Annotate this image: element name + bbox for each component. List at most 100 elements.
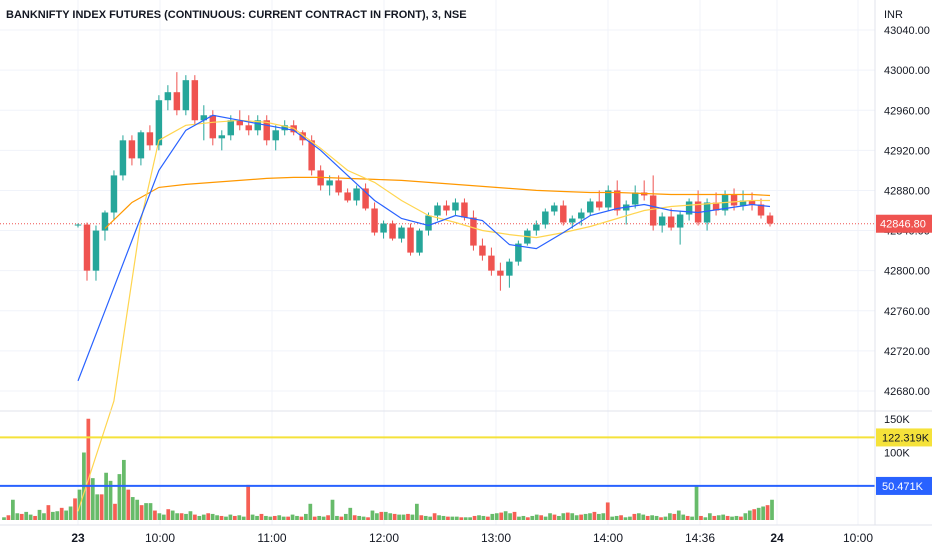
volume-bar [410, 514, 415, 520]
volume-bar [747, 510, 752, 520]
volume-bar [126, 489, 131, 520]
volume-bar [6, 515, 11, 520]
volume-bar [366, 517, 370, 520]
volume-bar [379, 511, 384, 520]
volume-bar [219, 515, 224, 520]
candle-body [712, 202, 720, 211]
volume-level-tag [876, 476, 932, 495]
volume-bar [295, 515, 299, 520]
candle-body [344, 192, 351, 201]
candle-body [110, 175, 118, 213]
candle-body [74, 224, 82, 226]
volume-bar [645, 515, 650, 520]
volume-bar [712, 515, 717, 520]
volume-bar [335, 515, 339, 520]
volume-bar [592, 511, 597, 520]
volume-bar [521, 515, 526, 520]
volume-bar [286, 516, 290, 520]
volume-bar [326, 515, 330, 520]
volume-bar [113, 503, 117, 520]
volume-bar [281, 516, 286, 520]
candle-body [218, 135, 226, 139]
volume-bar [548, 513, 552, 520]
volume-bar [472, 515, 477, 520]
candle-body [488, 255, 495, 271]
candle-body [182, 80, 190, 111]
volume-bar [348, 507, 353, 520]
volume-bar [290, 514, 295, 520]
candle-body [371, 208, 378, 233]
candle-body [631, 192, 639, 205]
candle-body [101, 212, 109, 231]
volume-bar [543, 516, 548, 520]
candle-body [200, 115, 208, 121]
candle-body [497, 270, 504, 276]
volume-bar [299, 516, 304, 520]
volume-bar [477, 515, 481, 520]
candle-body [766, 215, 774, 224]
candle-body [254, 120, 261, 131]
volume-bar [255, 515, 259, 520]
volume-bar [135, 499, 140, 520]
candle-body [703, 202, 711, 223]
volume-bar [707, 513, 712, 520]
candle-body [380, 223, 387, 233]
candle-body [470, 217, 477, 246]
candle-body [596, 201, 603, 208]
volume-bar [224, 516, 228, 520]
volume-bar [525, 517, 530, 520]
volume-bar [361, 516, 366, 520]
volume-bar [605, 502, 610, 520]
volume-bar [264, 515, 268, 520]
candle-body [245, 125, 252, 131]
volume-bar [494, 513, 499, 520]
ma-slow-line [104, 176, 771, 229]
volume-bar [663, 516, 668, 520]
volume-bar [601, 513, 606, 520]
volume-bar [121, 459, 126, 520]
volume-bar [619, 515, 623, 520]
candle-body [551, 205, 558, 212]
volume-bar [206, 513, 211, 520]
volume-bar [161, 514, 166, 520]
volume-bar [481, 515, 486, 520]
volume-bar [237, 515, 242, 520]
volume-bar [508, 513, 512, 520]
volume-bar [59, 507, 64, 520]
price-tick-label: 42960.00 [884, 105, 930, 117]
candle-body [658, 216, 666, 226]
volume-bar [130, 497, 135, 520]
volume-bar [317, 515, 322, 520]
volume-bar [694, 486, 699, 520]
candle-body [613, 190, 621, 211]
volume-bar [304, 513, 308, 520]
volume-bar [383, 511, 388, 520]
volume-bar [636, 513, 641, 520]
candle-body [191, 80, 199, 121]
candle-body [263, 120, 270, 141]
volume-bar [423, 515, 428, 520]
candle-body [119, 140, 127, 176]
volume-bar [19, 513, 24, 520]
volume-bar [765, 505, 770, 520]
volume-bar [357, 515, 362, 520]
volume-bar [37, 509, 42, 520]
candles [74, 72, 774, 291]
volume-bar [401, 514, 406, 520]
candle-body [164, 92, 172, 101]
candle-body [560, 205, 567, 223]
ma-fast-line [77, 114, 771, 382]
volume-axis[interactable]: 150K 100K [884, 414, 910, 460]
volume-bar [641, 514, 646, 520]
last-price-tag [876, 214, 932, 233]
price-axis[interactable]: 43040.00 43000.00 42960.00 42920.00 42880.00… [884, 25, 930, 398]
candle-body [272, 130, 279, 141]
price-tick-label: 43000.00 [884, 65, 930, 77]
time-axis[interactable]: 23 10:00 11:00 12:00 13:00 14:00 14:36 24 10:00 [71, 531, 873, 545]
volume-bar [55, 511, 60, 520]
volume-bar [574, 515, 579, 520]
volume-bar [95, 494, 100, 520]
candle-body [209, 115, 217, 139]
